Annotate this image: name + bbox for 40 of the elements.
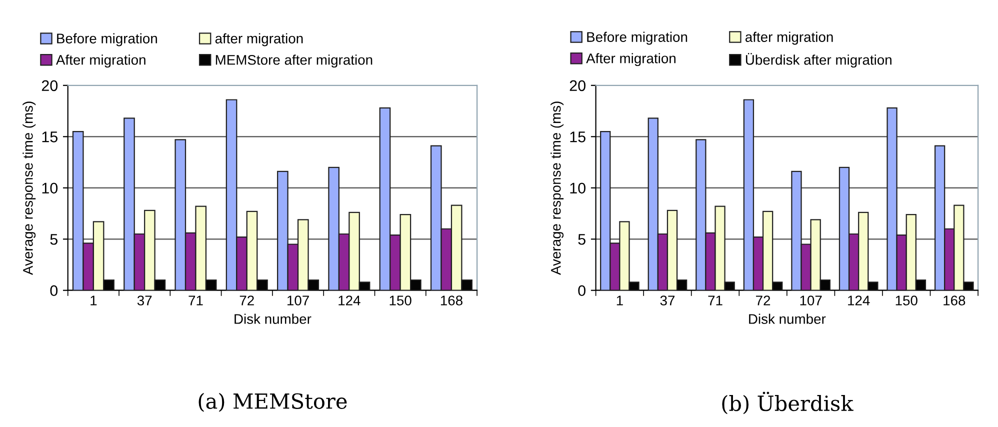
y-tick-label: 15 [570, 132, 586, 142]
x-tick-label: 1 [616, 296, 623, 306]
text: (b) Überdisk [722, 392, 854, 414]
y-axis-title: Average response time (ms) [550, 102, 564, 275]
x-tick-label: 168 [944, 296, 966, 306]
y-tick-label: 10 [570, 182, 586, 194]
y-tick-label: 0 [578, 285, 586, 296]
legend-label: After migration [56, 54, 146, 68]
legend-label: after migration [745, 32, 833, 45]
y-tick-label: 0 [50, 285, 58, 296]
x-tick-label: 72 [756, 296, 770, 306]
y-tick-label: 15 [42, 132, 58, 142]
legend-label: Before migration [587, 32, 688, 45]
y-tick-label: 5 [578, 234, 586, 245]
legend-label: After migration [586, 53, 676, 66]
x-tick-label: 124 [338, 296, 360, 306]
legend-label: Überdisk after migration [746, 53, 892, 68]
x-tick-label: 124 [848, 296, 870, 306]
legend-label: Before migration [57, 33, 157, 46]
x-axis-title: Disk number [749, 314, 826, 324]
legend-label: after migration [215, 33, 303, 46]
x-tick-label: 71 [188, 296, 203, 306]
y-tick-label: 10 [42, 182, 58, 194]
x-tick-label: 150 [896, 296, 918, 306]
x-tick-label: 168 [440, 296, 462, 306]
x-tick-label: 1 [90, 296, 97, 306]
x-tick-label: 107 [288, 296, 309, 306]
x-tick-label: 150 [390, 296, 412, 306]
x-tick-label: 72 [240, 296, 254, 306]
y-axis-title: Average response time (ms) [22, 102, 36, 275]
legend-label: MEMStore after migration [216, 54, 372, 68]
x-tick-label: 37 [137, 296, 152, 306]
x-axis-title: Disk number [234, 314, 312, 324]
x-tick-label: 37 [660, 296, 675, 306]
y-tick-label: 20 [42, 80, 58, 92]
y-tick-label: 5 [50, 234, 58, 245]
x-tick-label: 107 [800, 296, 822, 306]
text: (a) MEMStore [198, 392, 347, 412]
x-tick-label: 71 [708, 296, 722, 306]
y-tick-label: 20 [570, 80, 586, 92]
